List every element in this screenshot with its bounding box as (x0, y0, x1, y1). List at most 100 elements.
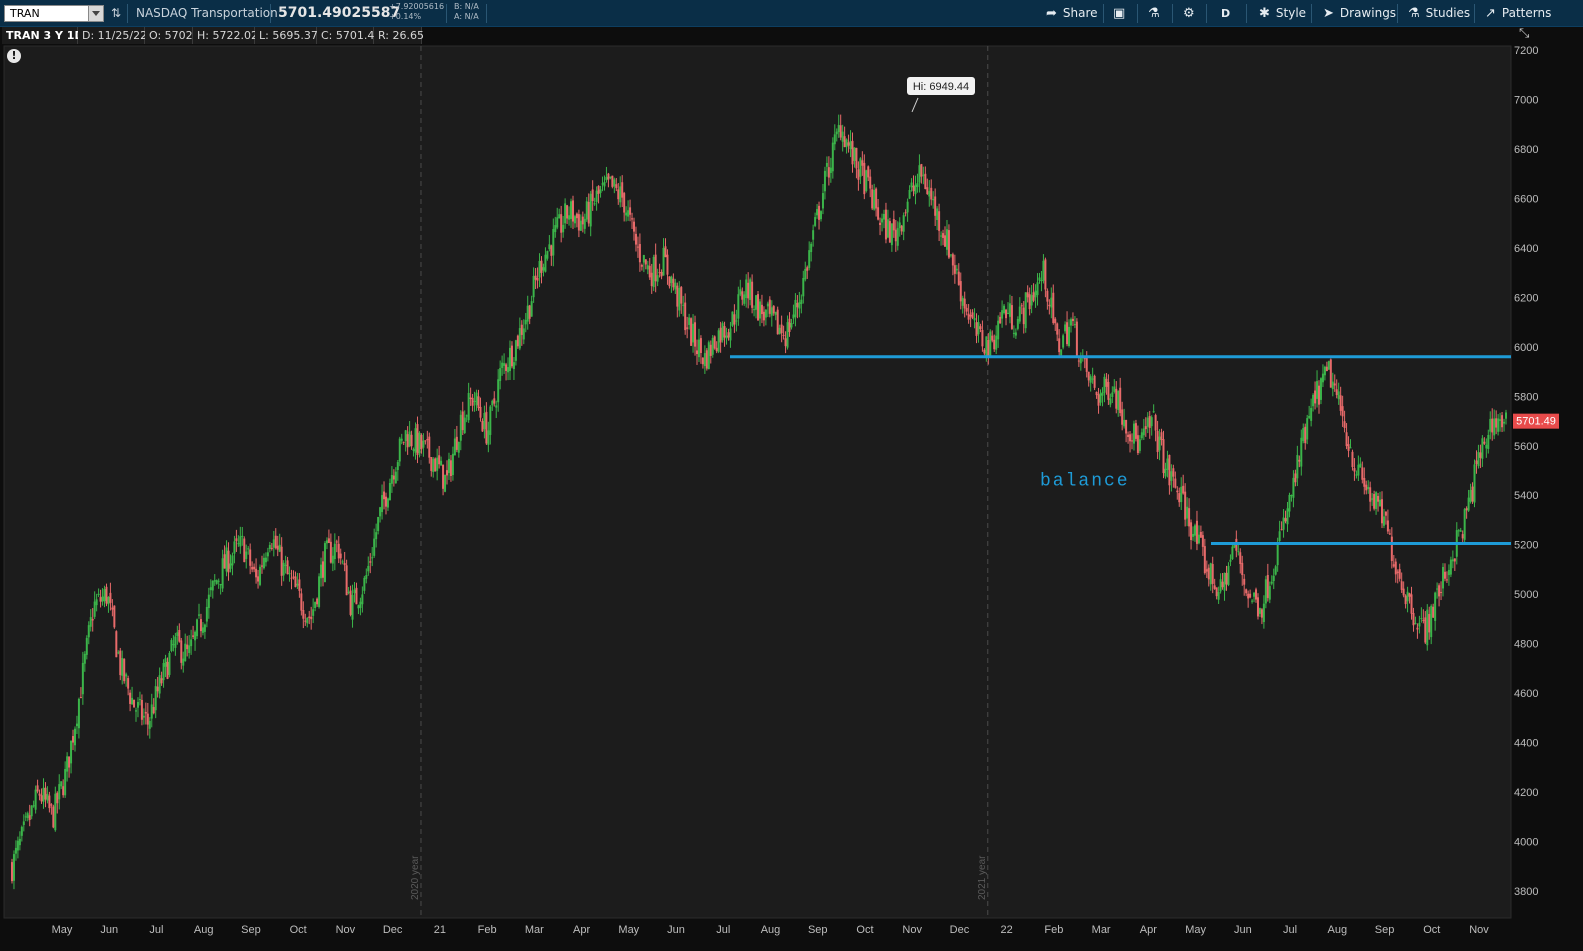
price-chart[interactable]: 3800 4000 4200 4400 4600 4800 5000 5200 5400 5600… (0, 27, 1583, 951)
candle-body (38, 793, 41, 796)
candle-body (1091, 378, 1094, 380)
candle-body (625, 212, 628, 216)
candle-body (1325, 366, 1328, 371)
candle-body (1284, 518, 1287, 522)
drawings-button[interactable]: ➤ Drawings (1323, 3, 1396, 24)
candle-body (573, 216, 576, 224)
candle-body (1117, 390, 1120, 411)
candle-body (1483, 441, 1486, 444)
candle-body (156, 686, 159, 692)
symbol-input[interactable]: TRAN (4, 5, 104, 22)
candle-body (123, 658, 126, 682)
candle-body (1190, 522, 1193, 541)
candle-body (739, 289, 742, 295)
candle-body (30, 805, 33, 817)
candle-body (1148, 416, 1151, 428)
candle-body (402, 441, 405, 443)
candle-body (304, 620, 307, 622)
candle-body (1170, 471, 1173, 481)
patterns-button[interactable]: ↗ Patterns (1485, 3, 1551, 24)
candle-body (863, 162, 866, 195)
candle-body (465, 415, 468, 417)
candle-body (1178, 493, 1181, 503)
candle-body (1341, 406, 1344, 417)
candle-body (607, 173, 610, 180)
candle-body (835, 131, 838, 135)
candle-body (735, 320, 738, 322)
candle-body (894, 229, 897, 242)
candle-body (117, 652, 120, 654)
candle-body (489, 406, 492, 435)
snapshot-button[interactable]: ▣ (1113, 3, 1131, 24)
candle-body (650, 272, 653, 287)
x-tick-label: Apr (1140, 924, 1157, 936)
candle-body (841, 131, 844, 142)
candle-body (898, 222, 901, 229)
candle-body (776, 309, 779, 335)
plot-area[interactable] (3, 45, 1512, 919)
toolbar: TRAN ⇅ NASDAQ Transportation 5701.490255… (0, 0, 1583, 27)
candle-body (953, 265, 956, 274)
candle-body (888, 221, 891, 243)
flask-button[interactable]: ⚗ (1148, 3, 1166, 24)
candle-body (849, 141, 852, 150)
candle-body (66, 756, 69, 772)
candle-body (997, 320, 1000, 340)
y-tick-label: 5400 (1514, 490, 1538, 502)
candle-body (327, 538, 330, 543)
candle-body (1245, 589, 1248, 594)
studies-button[interactable]: ⚗ Studies (1408, 3, 1470, 24)
ask-value: A: N/A (454, 12, 479, 21)
aggregation-button[interactable]: D (1221, 7, 1231, 20)
candle-body (416, 424, 419, 456)
candle-body (542, 267, 545, 271)
candle-body (119, 650, 122, 676)
candle-body (562, 224, 565, 233)
candle-body (1093, 375, 1096, 388)
settings-button[interactable]: ⚙ (1183, 3, 1201, 24)
candle-body (1099, 393, 1102, 403)
candle-body (341, 561, 344, 563)
candle-body (1453, 558, 1456, 562)
candle-body (1485, 444, 1488, 449)
candle-body (272, 539, 275, 548)
candle-body (802, 277, 805, 297)
candle-body (1278, 531, 1281, 541)
x-tick-label: Oct (856, 924, 873, 936)
candle-body (166, 661, 169, 679)
divider (1206, 4, 1207, 23)
candle-body (457, 441, 460, 453)
candle-body (947, 230, 950, 258)
candle-body (871, 189, 874, 209)
candle-body (363, 577, 366, 591)
x-tick-label: Nov (1469, 924, 1489, 936)
candle-body (938, 211, 941, 231)
link-icon[interactable]: ⇅ (111, 6, 122, 20)
candle-body (22, 821, 25, 825)
candle-body (646, 265, 649, 270)
candle-body (839, 125, 842, 138)
x-tick-label: 21 (434, 924, 446, 936)
candle-body (1121, 409, 1124, 425)
balance-annotation[interactable]: balance (1040, 471, 1130, 491)
candle-body (392, 475, 395, 480)
candle-body (1136, 435, 1139, 454)
symbol-dropdown-button[interactable] (88, 6, 103, 21)
expand-icon[interactable]: ⤡ (1519, 27, 1530, 41)
candle-body (528, 305, 531, 319)
candle-body (1418, 622, 1421, 627)
candle-body (1007, 312, 1009, 314)
candle-body (1321, 373, 1324, 383)
candle-body (831, 142, 834, 172)
candle-body (434, 458, 437, 472)
candle-body (1079, 355, 1082, 364)
candle-body (1359, 463, 1362, 468)
share-button[interactable]: ➦ Share (1046, 3, 1098, 24)
flask-icon: ⚗ (1148, 6, 1160, 21)
candle-body (638, 244, 641, 263)
alert-icon[interactable]: ! (7, 49, 21, 63)
candle-body (961, 297, 964, 306)
style-button[interactable]: ✱ Style (1259, 3, 1306, 24)
candle-body (1166, 458, 1169, 470)
candle-body (821, 193, 824, 209)
